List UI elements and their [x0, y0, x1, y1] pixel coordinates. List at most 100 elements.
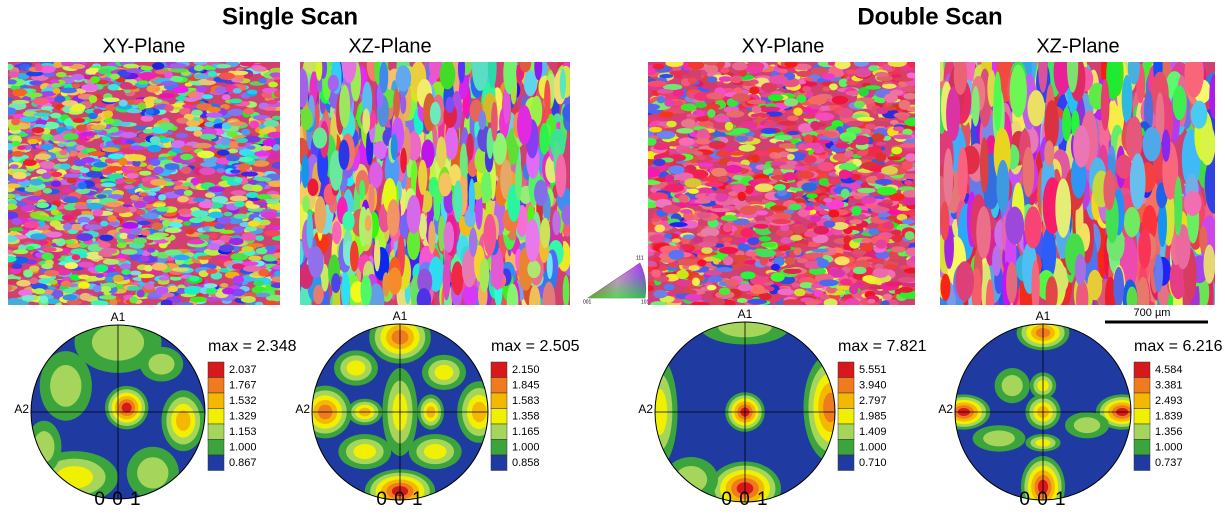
grain [708, 141, 727, 150]
grain [648, 180, 661, 186]
grain [142, 212, 159, 220]
grain [506, 283, 519, 305]
grain [42, 247, 57, 252]
grain [240, 233, 259, 241]
grain [8, 297, 24, 305]
grain [406, 227, 421, 261]
grain [126, 233, 136, 240]
grain [475, 190, 483, 230]
grain [898, 286, 914, 293]
grain [104, 276, 115, 283]
grain [176, 117, 189, 124]
grain [875, 239, 888, 249]
grain [265, 294, 280, 302]
grain [722, 222, 733, 233]
grain [233, 213, 250, 220]
grain [76, 233, 94, 242]
grain [818, 210, 830, 215]
legend-value: 0.710 [859, 457, 887, 469]
grain [254, 301, 264, 305]
grain [861, 196, 877, 204]
grain [896, 214, 908, 221]
legend-value: 5.551 [859, 364, 887, 376]
grain [63, 203, 78, 211]
grain [12, 88, 28, 97]
grain [724, 121, 734, 131]
legend-value: 0.858 [512, 457, 540, 469]
grain [707, 109, 716, 118]
grain [728, 191, 738, 197]
grain [71, 73, 85, 81]
grain [362, 108, 371, 134]
grain [379, 62, 389, 94]
grain [653, 158, 666, 167]
grain [118, 228, 135, 234]
grain [769, 205, 788, 211]
grain [850, 173, 861, 181]
grain [123, 178, 137, 183]
grain [89, 151, 106, 157]
grain [910, 255, 915, 262]
pole-label: 0 0 1 [94, 489, 141, 510]
grain [159, 137, 170, 144]
grain [186, 120, 200, 127]
grain [151, 262, 168, 271]
grain [273, 90, 280, 98]
grain [695, 101, 708, 109]
grain [98, 242, 111, 249]
grain [182, 221, 192, 226]
grain [129, 145, 145, 151]
grain [198, 270, 209, 278]
grain [749, 275, 768, 286]
grain [778, 68, 788, 74]
grain [706, 76, 718, 83]
legend-value: 1.165 [512, 426, 540, 438]
grain [905, 247, 915, 257]
grain [62, 222, 73, 231]
grain [775, 228, 794, 237]
grain [244, 226, 257, 232]
grain [706, 92, 726, 100]
grain [708, 275, 723, 283]
grain [160, 80, 178, 86]
grain [158, 194, 167, 201]
grain [173, 254, 190, 261]
contour [121, 402, 132, 413]
grain [71, 254, 81, 261]
grain [267, 151, 279, 160]
legend-swatch [207, 408, 225, 425]
grain [226, 131, 238, 138]
grain [216, 64, 232, 69]
grain [21, 294, 36, 301]
grain [818, 177, 830, 186]
grain [260, 211, 278, 219]
grain [199, 133, 217, 140]
grain [119, 232, 129, 240]
legend-swatch [207, 454, 225, 471]
grain [745, 66, 763, 74]
grain [150, 178, 167, 186]
grain [142, 128, 154, 134]
grain [718, 287, 731, 296]
grain [656, 89, 674, 94]
grain [694, 198, 711, 204]
grain [821, 73, 835, 80]
max-label: max = 2.505 [491, 338, 580, 355]
legend-swatch [837, 392, 855, 409]
legend-value: 1.409 [859, 426, 887, 438]
grain [268, 180, 280, 188]
grain [180, 145, 194, 152]
grain [96, 194, 107, 199]
grain [758, 236, 772, 242]
contour [353, 444, 377, 460]
grain [684, 293, 702, 302]
grain [882, 221, 895, 230]
grain [332, 221, 342, 245]
grain [158, 92, 175, 99]
grain [197, 150, 215, 159]
pole-label: 0 0 1 [376, 489, 423, 510]
grain [158, 276, 170, 281]
grain [871, 133, 885, 141]
grain [787, 115, 799, 121]
grain [702, 83, 717, 90]
